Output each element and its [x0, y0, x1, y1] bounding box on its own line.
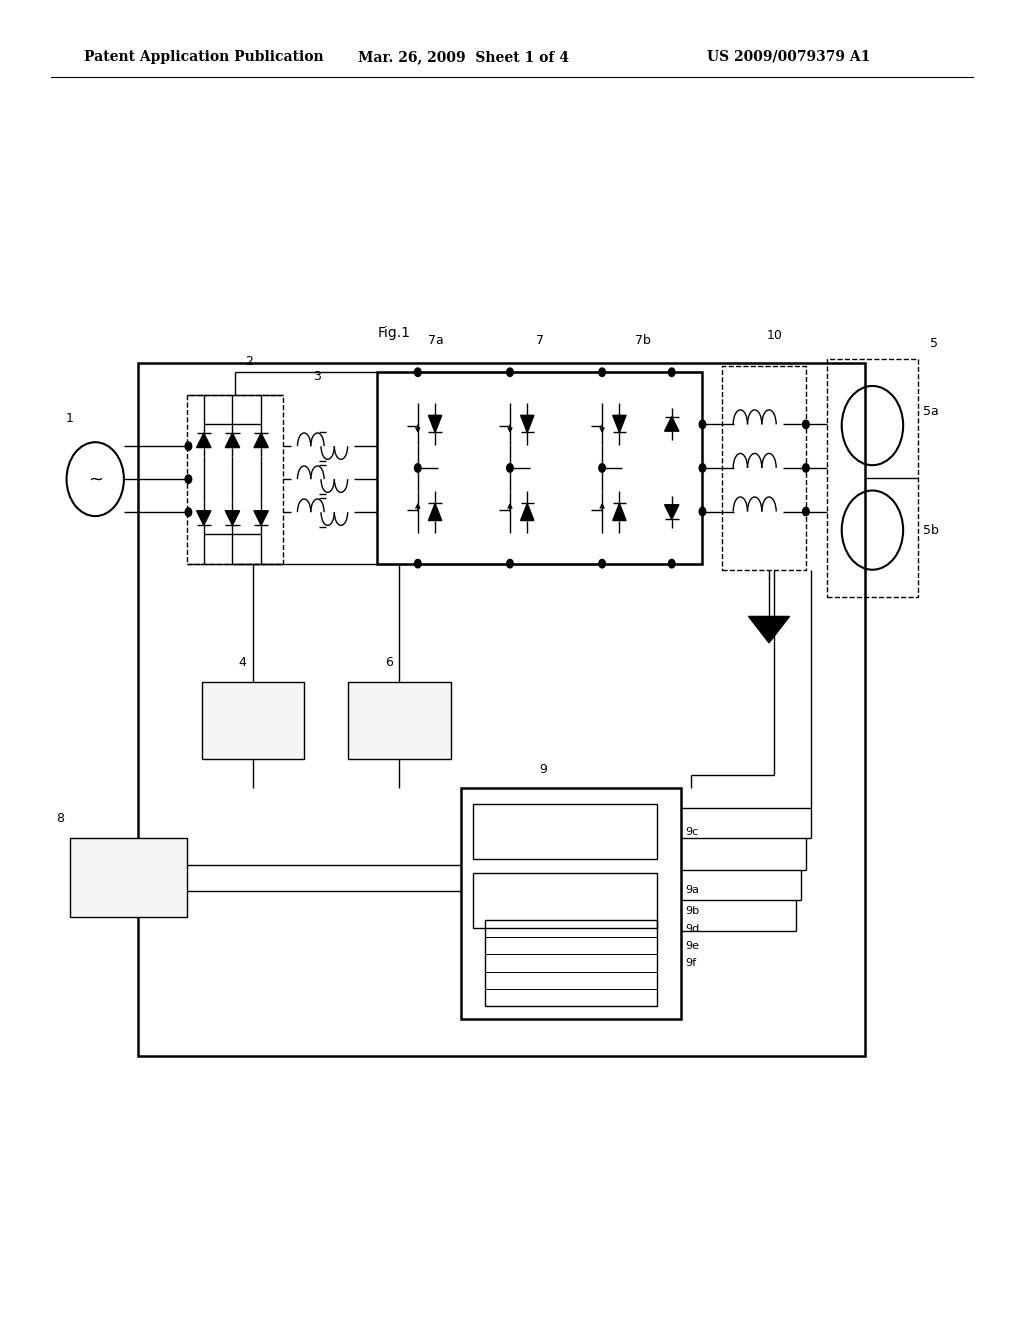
Circle shape [599, 463, 605, 473]
Text: 7: 7 [536, 334, 544, 347]
Bar [138, 363, 865, 1056]
Text: Mar. 26, 2009  Sheet 1 of 4: Mar. 26, 2009 Sheet 1 of 4 [358, 50, 569, 63]
Text: 5a: 5a [923, 405, 938, 418]
Polygon shape [520, 416, 534, 433]
Polygon shape [225, 511, 240, 525]
Circle shape [803, 463, 809, 473]
Polygon shape [254, 433, 268, 447]
Circle shape [599, 368, 605, 376]
Text: 9a: 9a [685, 884, 699, 895]
Circle shape [185, 475, 191, 483]
Circle shape [507, 368, 513, 376]
Text: Patent Application Publication: Patent Application Publication [84, 50, 324, 63]
Circle shape [415, 368, 421, 376]
Text: ~: ~ [88, 470, 102, 488]
Polygon shape [254, 511, 268, 525]
Text: 5: 5 [930, 337, 938, 350]
Circle shape [507, 463, 513, 473]
Text: 9f: 9f [685, 958, 696, 968]
Bar [473, 804, 657, 859]
Bar [202, 682, 304, 759]
Circle shape [669, 368, 675, 376]
Circle shape [415, 560, 421, 568]
Bar [70, 838, 187, 917]
Text: 5b: 5b [923, 524, 939, 537]
Polygon shape [428, 416, 441, 433]
Text: 9c: 9c [685, 826, 698, 837]
Text: 9: 9 [539, 763, 547, 776]
Text: 4: 4 [239, 656, 247, 669]
Text: 7b: 7b [635, 334, 651, 347]
Circle shape [699, 507, 706, 516]
Text: 10: 10 [766, 329, 782, 342]
Bar [187, 395, 283, 564]
Text: 8: 8 [56, 812, 65, 825]
Bar [473, 873, 657, 928]
Text: 7a: 7a [428, 334, 444, 347]
Polygon shape [225, 433, 240, 447]
Text: 9b: 9b [685, 906, 699, 916]
Text: 2: 2 [245, 355, 253, 368]
Text: 9d: 9d [685, 924, 699, 933]
Polygon shape [520, 503, 534, 520]
Circle shape [803, 507, 809, 516]
Bar [485, 920, 657, 1006]
Circle shape [803, 420, 809, 429]
Text: 9e: 9e [685, 941, 699, 950]
Bar [377, 372, 702, 564]
Circle shape [699, 463, 706, 473]
Polygon shape [749, 616, 790, 643]
Polygon shape [197, 433, 211, 447]
Polygon shape [197, 511, 211, 525]
Circle shape [507, 560, 513, 568]
Text: 3: 3 [313, 370, 322, 383]
Circle shape [415, 463, 421, 473]
Circle shape [185, 508, 191, 516]
Polygon shape [665, 504, 679, 519]
Polygon shape [428, 503, 441, 520]
Text: 6: 6 [385, 656, 393, 669]
Text: US 2009/0079379 A1: US 2009/0079379 A1 [707, 50, 870, 63]
Bar [348, 682, 451, 759]
Circle shape [599, 560, 605, 568]
Circle shape [699, 420, 706, 429]
Bar [827, 359, 918, 597]
Circle shape [669, 560, 675, 568]
Bar [461, 788, 681, 1019]
Text: Fig.1: Fig.1 [378, 326, 411, 339]
Polygon shape [612, 416, 626, 433]
Text: 1: 1 [66, 412, 74, 425]
Circle shape [185, 442, 191, 450]
Bar [722, 366, 806, 570]
Polygon shape [665, 417, 679, 432]
Polygon shape [612, 503, 626, 520]
